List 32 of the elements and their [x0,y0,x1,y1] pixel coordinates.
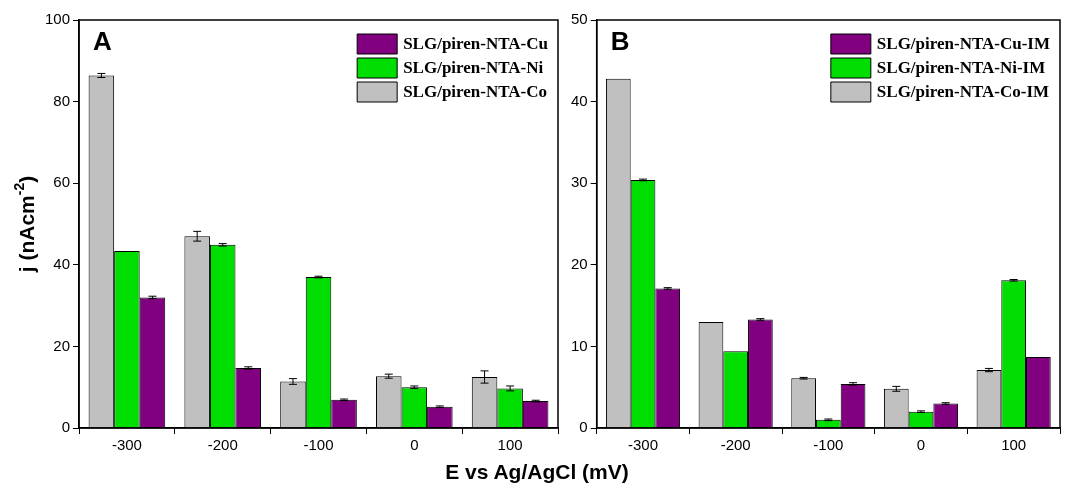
y-tick-label: 10 [571,336,588,354]
y-tick-label: 20 [53,336,71,354]
y-tick-label: 30 [571,173,588,191]
x-tick-label: 0 [916,436,926,454]
y-tick-label: 0 [579,418,588,436]
x-tick-label: 100 [497,436,523,454]
y-axis-title: j (nAcm-2) [10,175,38,274]
y-tick-label: 20 [571,254,588,272]
y-tick-label: 0 [61,418,71,436]
legend-label: SLG/piren-NTA-Ni [403,58,544,78]
x-tick-label: -100 [303,436,334,454]
x-tick-label: 100 [1001,436,1027,454]
x-axis-title: E vs Ag/AgCl (mV) [444,460,630,484]
x-tick-label: -200 [207,436,238,454]
legend-label: SLG/piren-NTA-Co-IM [876,82,1050,102]
y-tick-label: 60 [53,173,71,191]
legend-label: SLG/piren-NTA-Co [403,82,548,102]
annotation: A [93,26,113,57]
y-tick-label: 100 [45,10,71,28]
y-tick-label: 40 [571,91,588,109]
annotation: B [610,26,630,57]
x-tick-label: -300 [111,436,142,454]
legend-label: SLG/piren-NTA-Cu-IM [876,34,1051,54]
legend-label: SLG/piren-NTA-Cu [403,34,548,54]
legend-label: SLG/piren-NTA-Ni-IM [876,58,1046,78]
y-tick-label: 50 [571,10,588,28]
y-tick-label: 40 [53,254,71,272]
x-tick-label: -100 [813,436,844,454]
x-tick-label: 0 [410,436,419,454]
x-tick-label: -300 [628,436,659,454]
y-tick-label: 80 [53,91,71,109]
x-tick-label: -200 [720,436,751,454]
